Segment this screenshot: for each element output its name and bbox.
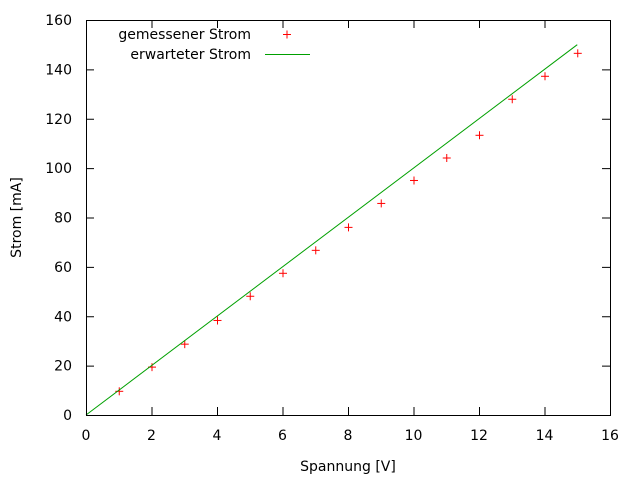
x-tick-label: 6	[278, 428, 287, 444]
x-tick-label: 8	[344, 428, 353, 444]
x-axis-title: Spannung [V]	[300, 459, 396, 475]
measured-current-point	[377, 199, 386, 208]
plot-series	[85, 44, 582, 416]
x-tick-label: 12	[470, 428, 488, 444]
measured-current-point	[115, 387, 124, 396]
measured-current-point	[344, 223, 353, 232]
x-tick-label: 16	[601, 428, 619, 444]
measured-current-point	[180, 340, 189, 349]
y-tick-label: 20	[54, 359, 72, 375]
measured-current-point	[246, 292, 255, 301]
measured-current-point	[475, 131, 484, 140]
x-tick-label: 14	[536, 428, 554, 444]
y-tick-label: 0	[63, 408, 72, 424]
y-tick-label: 100	[45, 161, 72, 177]
y-tick-label: 60	[54, 260, 72, 276]
x-tick-label: 0	[82, 428, 91, 444]
legend-key-measured	[283, 30, 291, 39]
x-tick-label: 10	[405, 428, 423, 444]
measured-current-point	[442, 154, 451, 163]
legend-label-expected: erwarteter Strom	[130, 47, 251, 63]
x-tick-label: 2	[147, 428, 156, 444]
legend: gemessener Strom erwarteter Strom	[118, 27, 310, 63]
y-tick-label: 40	[54, 309, 72, 325]
y-tick-label: 120	[45, 112, 72, 128]
measured-current-point	[213, 316, 222, 325]
measured-current-point	[410, 176, 418, 185]
y-tick-label: 80	[54, 211, 72, 227]
y-tick-label: 140	[45, 62, 72, 78]
legend-label-measured: gemessener Strom	[118, 27, 251, 43]
measured-current-point	[279, 269, 287, 278]
measured-current-point	[311, 246, 320, 255]
x-tick-label: 4	[213, 428, 222, 444]
measured-current-point	[541, 72, 549, 81]
measured-current-point	[508, 95, 517, 104]
y-tick-label: 160	[45, 13, 72, 29]
measured-current-point	[573, 49, 582, 58]
expected-current-line	[85, 44, 578, 416]
y-axis-title: Strom [mA]	[9, 177, 25, 258]
legend-plus-marker	[283, 30, 291, 39]
plot-frame	[86, 20, 611, 416]
